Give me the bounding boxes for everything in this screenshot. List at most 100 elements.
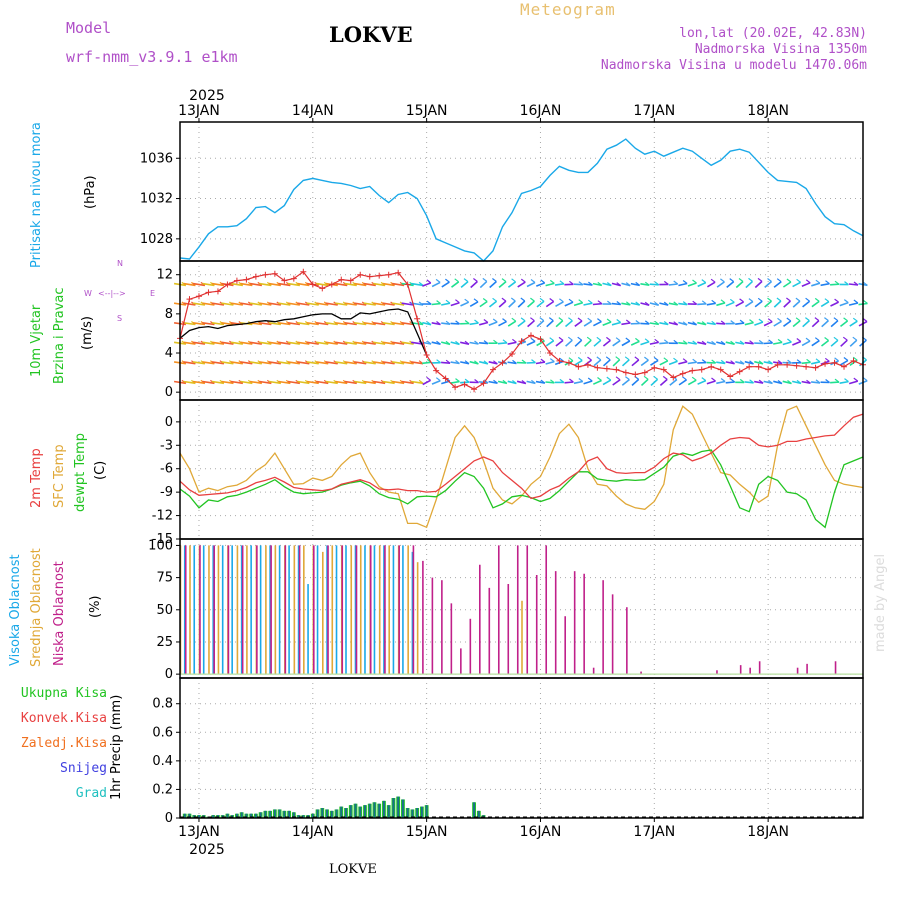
precip-snow-bar [302, 815, 305, 818]
wind-arrow-head [435, 377, 441, 382]
cloud-tick-label: 25 [156, 635, 173, 650]
wind-direction-arrow [602, 321, 612, 327]
wind-direction-arrow [479, 342, 489, 345]
wind-direction-arrow [735, 301, 744, 307]
wind-arrow-head [824, 298, 830, 303]
wind-direction-arrow [278, 341, 291, 345]
wind-direction-arrow [764, 300, 773, 308]
wind-direction-arrow [659, 360, 669, 366]
wind-direction-arrow [706, 380, 716, 385]
wind-direction-arrow [545, 282, 555, 287]
wind-direction-arrow [716, 281, 725, 288]
wind-gust-marker [471, 386, 478, 393]
wind-tick-label: 4 [165, 346, 173, 361]
x-top-label-14JAN: 14JAN [292, 103, 334, 119]
precip-snow-bar [183, 813, 186, 818]
wind-arrow-head [426, 376, 431, 381]
compass-w: W [84, 289, 92, 298]
wind-arrow-head [711, 320, 717, 325]
wind-arrow-head [436, 300, 441, 305]
wind-direction-arrow [392, 322, 405, 326]
wind-direction-arrow [363, 302, 376, 306]
wind-direction-arrow [811, 340, 820, 347]
wind-direction-arrow [649, 341, 659, 345]
wind-direction-arrow [392, 282, 405, 287]
wind-direction-arrow [630, 282, 640, 287]
wind-arrow-head [550, 379, 555, 384]
x-top-label-16JAN: 16JAN [520, 103, 562, 119]
wind-direction-arrow [202, 361, 215, 365]
wind-gust-marker [414, 315, 421, 322]
wind-arrow-head [663, 339, 669, 344]
wind-arrow-head [825, 379, 830, 383]
wind-arrow-head [436, 340, 441, 345]
wind-arrow-head [502, 318, 507, 323]
wind-direction-arrow [612, 379, 621, 386]
wind-direction-arrow [325, 361, 338, 365]
wind-gust-marker [613, 366, 620, 373]
wind-direction-arrow [573, 301, 583, 307]
wind-arrow-head [682, 301, 688, 306]
wind-arrow-head [474, 340, 479, 345]
wind-arrow-head [464, 340, 470, 345]
precip-snow-bar [401, 799, 404, 818]
wind-arrow-head [615, 337, 621, 342]
legend-freezing-rain: Zaledj.Kisa [20, 736, 107, 751]
wind-arrow-head [624, 356, 630, 361]
wind-direction-arrow [839, 301, 849, 307]
precip-tick-label: 0 [165, 811, 173, 826]
wind-direction-arrow [202, 302, 215, 306]
precip-snow-bar [316, 809, 319, 818]
wind-gust-marker [651, 364, 658, 371]
wind-arrow-head [711, 359, 717, 364]
precip-snow-bar [273, 809, 276, 818]
wind-arrow-head [729, 278, 735, 283]
wind-direction-arrow [565, 339, 573, 347]
x-top-label-18JAN: 18JAN [747, 103, 789, 119]
wind-arrow-head [824, 357, 830, 362]
wind-arrow-head [492, 278, 497, 282]
wind-direction-arrow [744, 341, 754, 345]
wind-direction-arrow [640, 378, 649, 386]
wind-gust-marker [537, 336, 544, 343]
wind-direction-arrow [678, 379, 687, 386]
x-bottom-label-13JAN: 13JAN [178, 824, 220, 840]
wind-arrow-head [815, 279, 821, 284]
wind-direction-arrow [574, 320, 583, 327]
wind-direction-arrow [792, 320, 801, 328]
wind-direction-arrow [697, 321, 707, 326]
wind-direction-arrow [354, 322, 367, 326]
wind-direction-arrow [297, 341, 310, 345]
wind-arrow-head [539, 317, 545, 322]
wind-direction-arrow [382, 282, 395, 287]
wind-gust-marker [774, 361, 781, 368]
wind-direction-arrow [221, 322, 234, 326]
wind-arrow-head [559, 357, 564, 362]
wind-gust-marker [233, 277, 240, 284]
wind-direction-arrow [306, 380, 319, 385]
wind-direction-arrow [583, 302, 593, 306]
wind-direction-arrow [401, 361, 414, 365]
wind-direction-arrow [649, 322, 659, 326]
wind-direction-arrow [325, 322, 338, 326]
wind-arrow-head [853, 377, 859, 382]
wind-direction-arrow [354, 341, 367, 345]
wind-arrow-head [578, 281, 584, 286]
wind-direction-arrow [249, 282, 262, 287]
wind-arrow-head [748, 298, 754, 303]
wind-direction-arrow [460, 301, 470, 307]
wind-direction-arrow [678, 282, 688, 287]
wind-arrow-head [787, 380, 792, 384]
precip-snow-bar [212, 815, 215, 818]
wind-arrow-head [482, 298, 488, 302]
wind-direction-arrow [602, 359, 611, 367]
wind-arrow-head [653, 375, 658, 380]
wind-direction-arrow [268, 341, 281, 345]
wind-gust-marker [632, 371, 639, 378]
wind-arrow-head [767, 278, 772, 282]
wind-gust-marker [803, 363, 810, 370]
wind-arrow-head [418, 281, 424, 286]
precip-snow-bar [259, 812, 262, 818]
wind-direction-arrow [335, 302, 348, 306]
wind-arrow-head [786, 317, 792, 322]
